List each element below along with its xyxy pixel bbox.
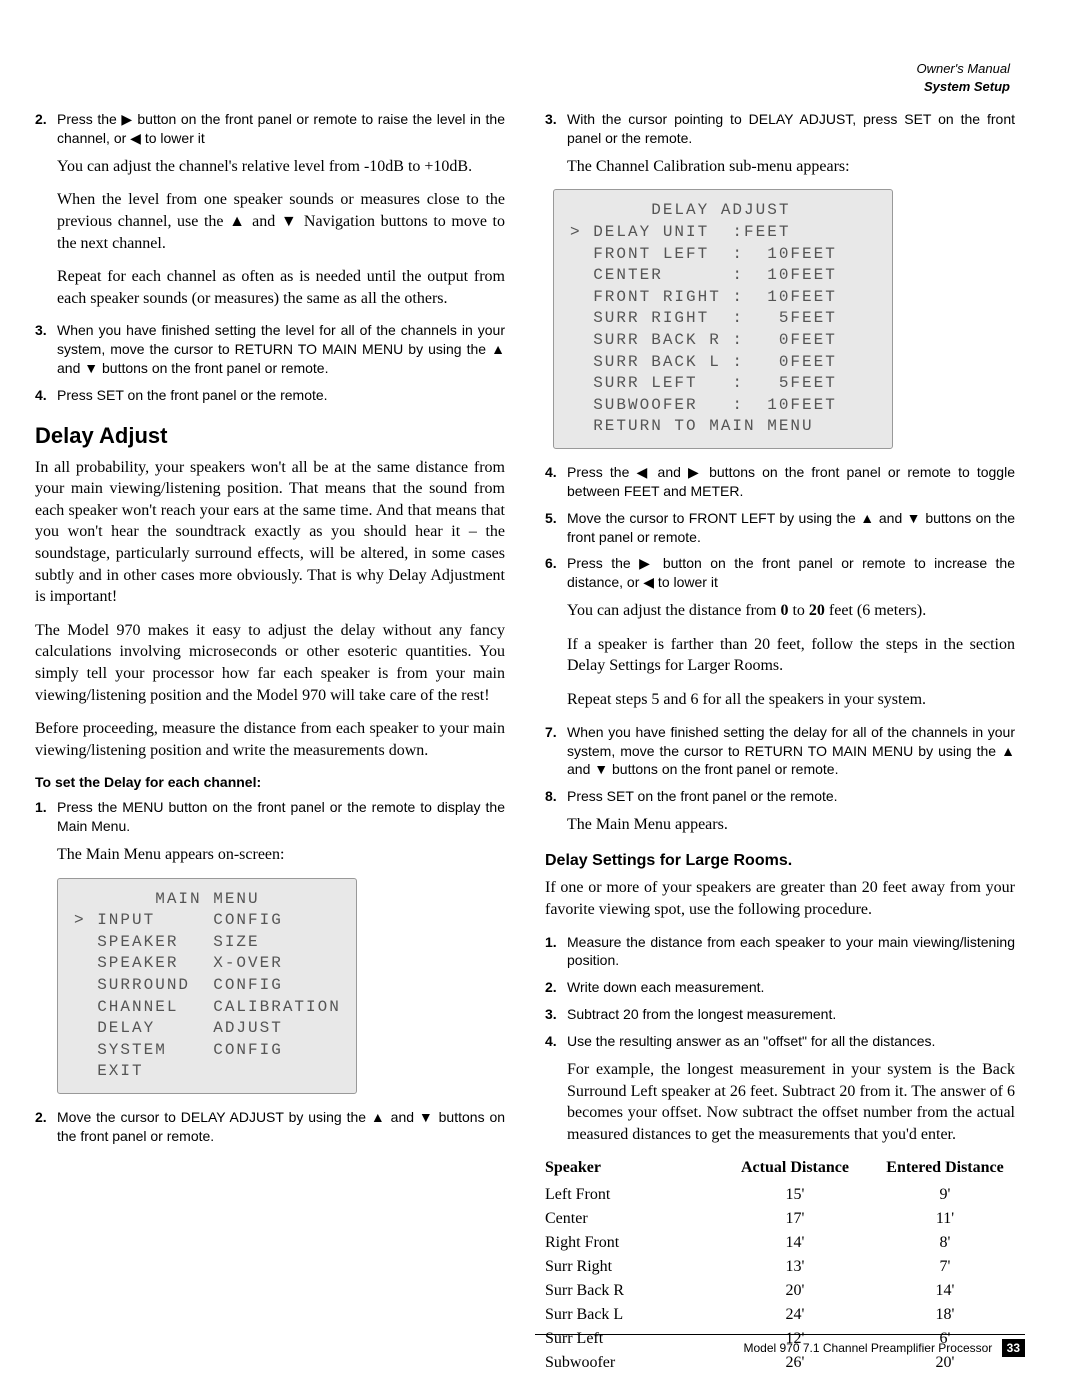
delay-step-2: 2. Move the cursor to DELAY ADJUST by us…: [35, 1108, 505, 1146]
down-arrow-icon: ▼: [281, 213, 298, 230]
body-text: Repeat for each channel as often as is n…: [57, 266, 505, 309]
table-row: Center17'11': [545, 1207, 1015, 1231]
delay-step-1: 1. Press the MENU button on the front pa…: [35, 798, 505, 836]
right-step-7: 7. When you have finished setting the de…: [545, 723, 1015, 780]
table-row: Surr Back L24'18': [545, 1303, 1015, 1327]
body-text: You can adjust the distance from 0 to 20…: [567, 600, 1015, 622]
left-column: 2. Press the ▶ button on the front panel…: [35, 110, 505, 1375]
body-text: The Main Menu appears.: [567, 814, 1015, 836]
left-arrow-icon: ◀: [636, 464, 650, 480]
page-number: 33: [1002, 1339, 1025, 1357]
left-arrow-icon: ◀: [130, 130, 141, 146]
body-text: If a speaker is farther than 20 feet, fo…: [567, 634, 1015, 677]
body-text: In all probability, your speakers won't …: [35, 457, 505, 608]
step-4: 4. Press SET on the front panel or the r…: [35, 386, 505, 405]
up-arrow-icon: ▲: [371, 1109, 386, 1125]
main-menu-display: MAIN MENU > INPUT CONFIG SPEAKER SIZE SP…: [57, 878, 357, 1094]
right-arrow-icon: ▶: [121, 111, 132, 127]
body-text: The Channel Calibration sub-menu appears…: [567, 156, 1015, 178]
lr-step-1: 1. Measure the distance from each speake…: [545, 933, 1015, 971]
body-text: Before proceeding, measure the distance …: [35, 718, 505, 761]
page-header: Owner's Manual System Setup: [916, 60, 1010, 95]
down-arrow-icon: ▼: [594, 761, 608, 777]
right-arrow-icon: ▶: [639, 555, 654, 571]
page-footer: Model 970 7.1 Channel Preamplifier Proce…: [535, 1334, 1025, 1357]
delay-adjust-heading: Delay Adjust: [35, 421, 505, 451]
header-line1: Owner's Manual: [916, 60, 1010, 78]
instruction-heading: To set the Delay for each channel:: [35, 773, 505, 792]
table-row: Surr Back R20'14': [545, 1279, 1015, 1303]
right-step-8: 8. Press SET on the front panel or the r…: [545, 787, 1015, 806]
delay-adjust-display: DELAY ADJUST > DELAY UNIT :FEET FRONT LE…: [553, 189, 893, 449]
left-arrow-icon: ◀: [643, 574, 654, 590]
right-step-3: 3. With the cursor pointing to DELAY ADJ…: [545, 110, 1015, 148]
down-arrow-icon: ▼: [84, 360, 98, 376]
up-arrow-icon: ▲: [229, 213, 246, 230]
table-header: Speaker Actual Distance Entered Distance: [545, 1157, 1015, 1179]
up-arrow-icon: ▲: [1001, 743, 1015, 759]
step-3: 3. When you have finished setting the le…: [35, 321, 505, 378]
right-arrow-icon: ▶: [688, 464, 702, 480]
lr-step-2: 2. Write down each measurement.: [545, 978, 1015, 997]
up-arrow-icon: ▲: [491, 341, 505, 357]
body-text: The Main Menu appears on-screen:: [57, 844, 505, 866]
header-line2: System Setup: [916, 78, 1010, 96]
table-row: Surr Right13'7': [545, 1255, 1015, 1279]
right-step-4: 4. Press the ◀ and ▶ buttons on the fron…: [545, 463, 1015, 501]
body-text: When the level from one speaker sounds o…: [57, 189, 505, 254]
right-column: 3. With the cursor pointing to DELAY ADJ…: [545, 110, 1015, 1375]
body-text: For example, the longest measurement in …: [567, 1059, 1015, 1145]
down-arrow-icon: ▼: [907, 510, 921, 526]
step-2: 2. Press the ▶ button on the front panel…: [35, 110, 505, 148]
lr-step-4: 4. Use the resulting answer as an "offse…: [545, 1032, 1015, 1051]
body-text: The Model 970 makes it easy to adjust th…: [35, 620, 505, 706]
right-step-5: 5. Move the cursor to FRONT LEFT by usin…: [545, 509, 1015, 547]
table-row: Left Front15'9': [545, 1183, 1015, 1207]
body-text: Repeat steps 5 and 6 for all the speaker…: [567, 689, 1015, 711]
table-row: Right Front14'8': [545, 1231, 1015, 1255]
body-text: You can adjust the channel's relative le…: [57, 156, 505, 178]
up-arrow-icon: ▲: [860, 510, 874, 526]
down-arrow-icon: ▼: [419, 1109, 434, 1125]
right-step-6: 6. Press the ▶ button on the front panel…: [545, 554, 1015, 592]
large-rooms-heading: Delay Settings for Large Rooms.: [545, 850, 1015, 872]
lr-step-3: 3. Subtract 20 from the longest measurem…: [545, 1005, 1015, 1024]
body-text: If one or more of your speakers are grea…: [545, 877, 1015, 920]
footer-text: Model 970 7.1 Channel Preamplifier Proce…: [744, 1341, 993, 1355]
